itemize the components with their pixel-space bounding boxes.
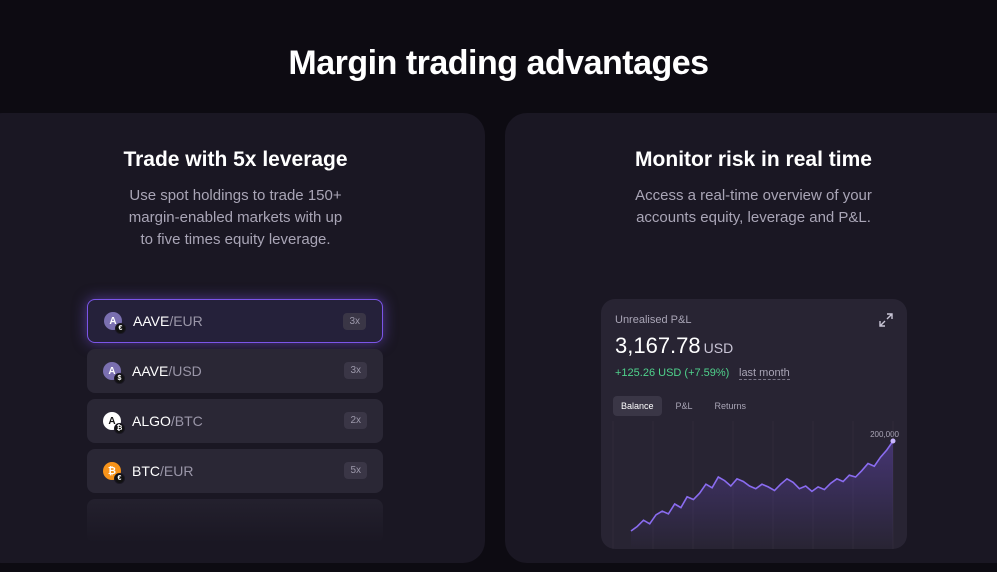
balance-chart xyxy=(612,421,896,549)
leverage-badge: 3x xyxy=(344,362,367,379)
pair-quote: /EUR xyxy=(160,463,194,479)
algo-coin-icon: A ₿ xyxy=(103,412,125,434)
pair-row-btc-eur[interactable]: ₿ € BTC /EUR 5x xyxy=(87,449,383,493)
bitcoin-coin-icon: ₿ xyxy=(114,423,125,434)
tab-balance[interactable]: Balance xyxy=(613,396,662,416)
euro-coin-icon: € xyxy=(114,473,125,484)
pnl-value: 3,167.78 xyxy=(615,333,701,358)
leverage-badge: 2x xyxy=(344,412,367,429)
risk-card-title: Monitor risk in real time xyxy=(635,148,872,171)
chart-area xyxy=(631,441,893,549)
risk-card: Monitor risk in real time Access a real-… xyxy=(505,113,997,563)
pair-base: BTC xyxy=(132,463,160,479)
y-max-label: 200,000 xyxy=(870,430,899,439)
pnl-unit: USD xyxy=(703,340,734,356)
pair-row-algo-btc[interactable]: A ₿ ALGO /BTC 2x xyxy=(87,399,383,443)
dollar-coin-icon: $ xyxy=(114,373,125,384)
tab-pnl[interactable]: P&L xyxy=(675,401,693,411)
risk-card-description: Access a real-time overview of your acco… xyxy=(635,187,872,226)
leverage-badge: 5x xyxy=(344,462,367,479)
chart-line xyxy=(630,440,894,532)
pair-base: ALGO xyxy=(132,413,171,429)
leverage-badge: 3x xyxy=(343,313,366,330)
aave-coin-icon: A $ xyxy=(103,362,125,384)
pnl-label: Unrealised P&L xyxy=(615,314,692,326)
leverage-card-description: Use spot holdings to trade 150+ margin-e… xyxy=(128,187,343,248)
pair-quote: /EUR xyxy=(169,313,203,329)
pair-quote: /BTC xyxy=(170,413,203,429)
chart-end-point xyxy=(890,438,896,444)
euro-coin-icon: € xyxy=(115,323,126,334)
leverage-card: Trade with 5x leverage Use spot holdings… xyxy=(0,113,485,563)
tab-returns[interactable]: Returns xyxy=(714,401,747,411)
pair-base: AAVE xyxy=(133,313,170,329)
aave-coin-icon: A € xyxy=(104,312,126,334)
pair-list: A € AAVE /EUR 3x A $ AAVE /USD 3x A ₿ AL… xyxy=(87,299,383,549)
pair-row-aave-eur[interactable]: A € AAVE /EUR 3x xyxy=(87,299,383,343)
expand-icon[interactable] xyxy=(879,313,893,327)
pnl-tabs: Balance P&L Returns xyxy=(613,396,754,416)
bitcoin-coin-icon: ₿ € xyxy=(103,462,125,484)
leverage-card-title: Trade with 5x leverage xyxy=(123,148,348,171)
pnl-value-block: 3,167.78 USD xyxy=(615,333,733,359)
pnl-change: +125.26 USD (+7.59%) xyxy=(615,367,730,379)
pnl-period-selector[interactable]: last month xyxy=(739,367,790,380)
page-title: Margin trading advantages xyxy=(288,44,709,82)
pair-row-aave-usd[interactable]: A $ AAVE /USD 3x xyxy=(87,349,383,393)
pair-quote: /USD xyxy=(168,363,202,379)
pair-base: AAVE xyxy=(132,363,169,379)
pair-row-faded-placeholder xyxy=(87,499,383,543)
pnl-widget: Unrealised P&L 3,167.78 USD +125.26 USD (… xyxy=(601,299,907,549)
